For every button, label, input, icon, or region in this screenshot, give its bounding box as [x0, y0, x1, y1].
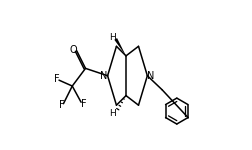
Text: N: N [147, 71, 155, 81]
Text: N: N [100, 71, 108, 81]
Text: F: F [59, 100, 65, 110]
Text: F: F [81, 99, 86, 110]
Text: H: H [109, 33, 116, 42]
Text: H: H [109, 109, 116, 118]
Polygon shape [114, 38, 126, 56]
Text: O: O [70, 45, 77, 55]
Text: F: F [54, 74, 59, 84]
